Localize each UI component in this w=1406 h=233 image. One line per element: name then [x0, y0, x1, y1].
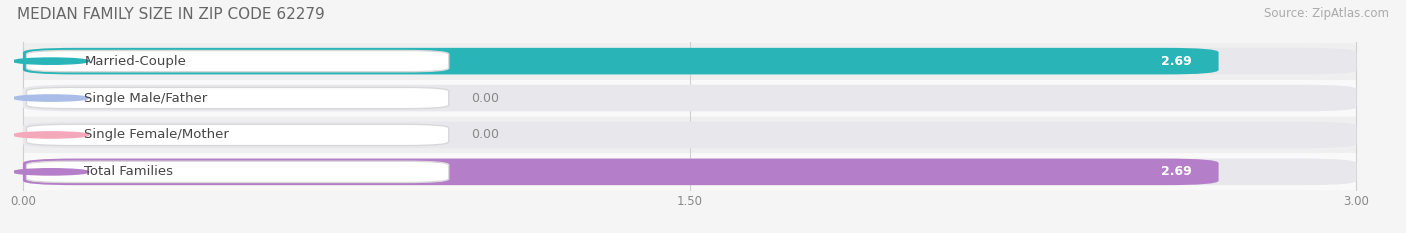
Text: 0.00: 0.00: [471, 92, 499, 105]
Text: MEDIAN FAMILY SIZE IN ZIP CODE 62279: MEDIAN FAMILY SIZE IN ZIP CODE 62279: [17, 7, 325, 22]
FancyBboxPatch shape: [27, 124, 449, 146]
FancyBboxPatch shape: [27, 87, 449, 109]
Text: Single Female/Mother: Single Female/Mother: [84, 128, 229, 141]
FancyBboxPatch shape: [22, 85, 1357, 111]
Text: Single Male/Father: Single Male/Father: [84, 92, 208, 105]
Text: 0.00: 0.00: [471, 128, 499, 141]
FancyBboxPatch shape: [22, 159, 1357, 185]
Bar: [22, 116, 1357, 153]
Circle shape: [13, 132, 89, 138]
Circle shape: [13, 58, 89, 64]
FancyBboxPatch shape: [22, 48, 1357, 74]
Circle shape: [13, 169, 89, 175]
Text: 2.69: 2.69: [1161, 55, 1192, 68]
Bar: [22, 153, 1357, 190]
Bar: [22, 43, 1357, 80]
Text: Total Families: Total Families: [84, 165, 173, 178]
FancyBboxPatch shape: [27, 51, 449, 72]
FancyBboxPatch shape: [22, 48, 1219, 74]
Text: Married-Couple: Married-Couple: [84, 55, 186, 68]
FancyBboxPatch shape: [27, 161, 449, 182]
FancyBboxPatch shape: [22, 159, 1219, 185]
FancyBboxPatch shape: [22, 122, 1357, 148]
Text: Source: ZipAtlas.com: Source: ZipAtlas.com: [1264, 7, 1389, 20]
Circle shape: [13, 95, 89, 101]
Bar: [22, 80, 1357, 116]
Text: 2.69: 2.69: [1161, 165, 1192, 178]
